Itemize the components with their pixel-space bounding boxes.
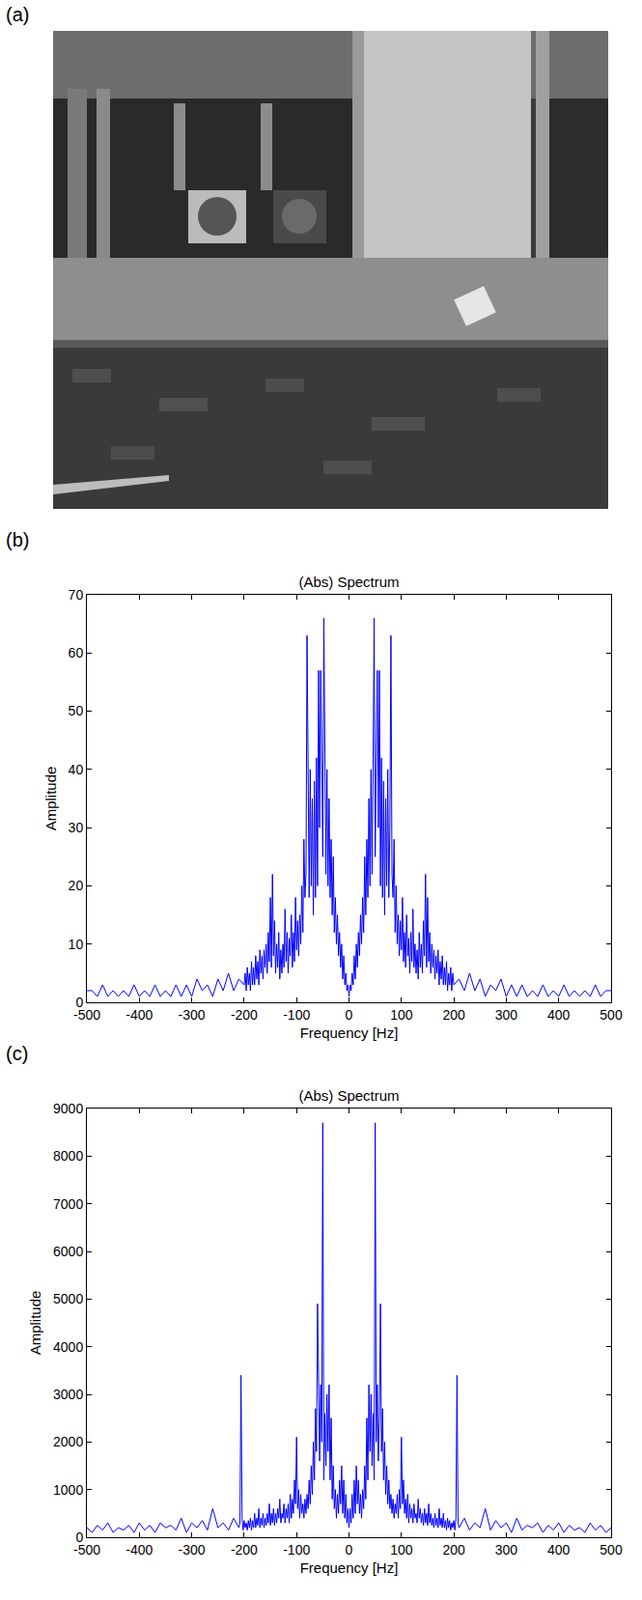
- svg-text:-200: -200: [230, 1006, 258, 1023]
- svg-text:100: 100: [390, 1541, 414, 1558]
- svg-text:10: 10: [68, 936, 84, 952]
- svg-text:(Abs) Spectrum: (Abs) Spectrum: [298, 573, 399, 590]
- svg-text:500: 500: [599, 1541, 623, 1558]
- svg-text:20: 20: [68, 877, 84, 894]
- html-text:(a): (a): [5, 3, 30, 26]
- svg-text:50: 50: [68, 702, 84, 719]
- svg-text:6000: 6000: [53, 1243, 84, 1259]
- svg-text:60: 60: [68, 644, 84, 661]
- svg-text:-300: -300: [178, 1541, 206, 1558]
- svg-text:Frequency [Hz]: Frequency [Hz]: [300, 1024, 399, 1041]
- svg-text:400: 400: [547, 1541, 571, 1558]
- svg-text:300: 300: [495, 1541, 519, 1558]
- svg-text:5000: 5000: [53, 1290, 84, 1307]
- svg-text:-500: -500: [73, 1006, 101, 1023]
- svg-text:-500: -500: [73, 1541, 101, 1558]
- svg-text:3000: 3000: [53, 1386, 84, 1402]
- svg-text:-400: -400: [125, 1541, 153, 1558]
- svg-text:200: 200: [442, 1541, 466, 1558]
- svg-text:500: 500: [599, 1006, 623, 1023]
- svg-text:-100: -100: [282, 1006, 310, 1023]
- svg-text:Amplitude: Amplitude: [27, 1290, 44, 1356]
- html-text:(c): (c): [5, 1042, 29, 1064]
- svg-text:0: 0: [345, 1541, 354, 1558]
- svg-text:300: 300: [495, 1006, 519, 1023]
- svg-text:70: 70: [68, 586, 84, 603]
- svg-text:4000: 4000: [53, 1339, 84, 1355]
- svg-text:0: 0: [345, 1006, 354, 1023]
- svg-text:(Abs) Spectrum: (Abs) Spectrum: [298, 1087, 399, 1104]
- svg-text:0: 0: [75, 994, 84, 1010]
- svg-text:Amplitude: Amplitude: [42, 766, 59, 832]
- svg-text:1000: 1000: [53, 1481, 84, 1498]
- svg-text:0: 0: [75, 1529, 84, 1545]
- svg-text:-100: -100: [282, 1541, 310, 1558]
- svg-text:-400: -400: [125, 1006, 153, 1023]
- svg-text:100: 100: [390, 1006, 414, 1023]
- svg-text:-200: -200: [230, 1541, 258, 1558]
- svg-text:40: 40: [68, 761, 84, 778]
- svg-text:2000: 2000: [53, 1433, 84, 1450]
- html-text:(b): (b): [5, 529, 30, 551]
- svg-text:8000: 8000: [53, 1147, 84, 1164]
- svg-text:7000: 7000: [53, 1196, 84, 1212]
- svg-text:-300: -300: [178, 1006, 206, 1023]
- svg-text:200: 200: [442, 1006, 466, 1023]
- svg-text:Frequency [Hz]: Frequency [Hz]: [300, 1559, 399, 1576]
- svg-text:400: 400: [547, 1006, 571, 1023]
- svg-text:9000: 9000: [53, 1100, 84, 1117]
- svg-text:30: 30: [68, 819, 84, 836]
